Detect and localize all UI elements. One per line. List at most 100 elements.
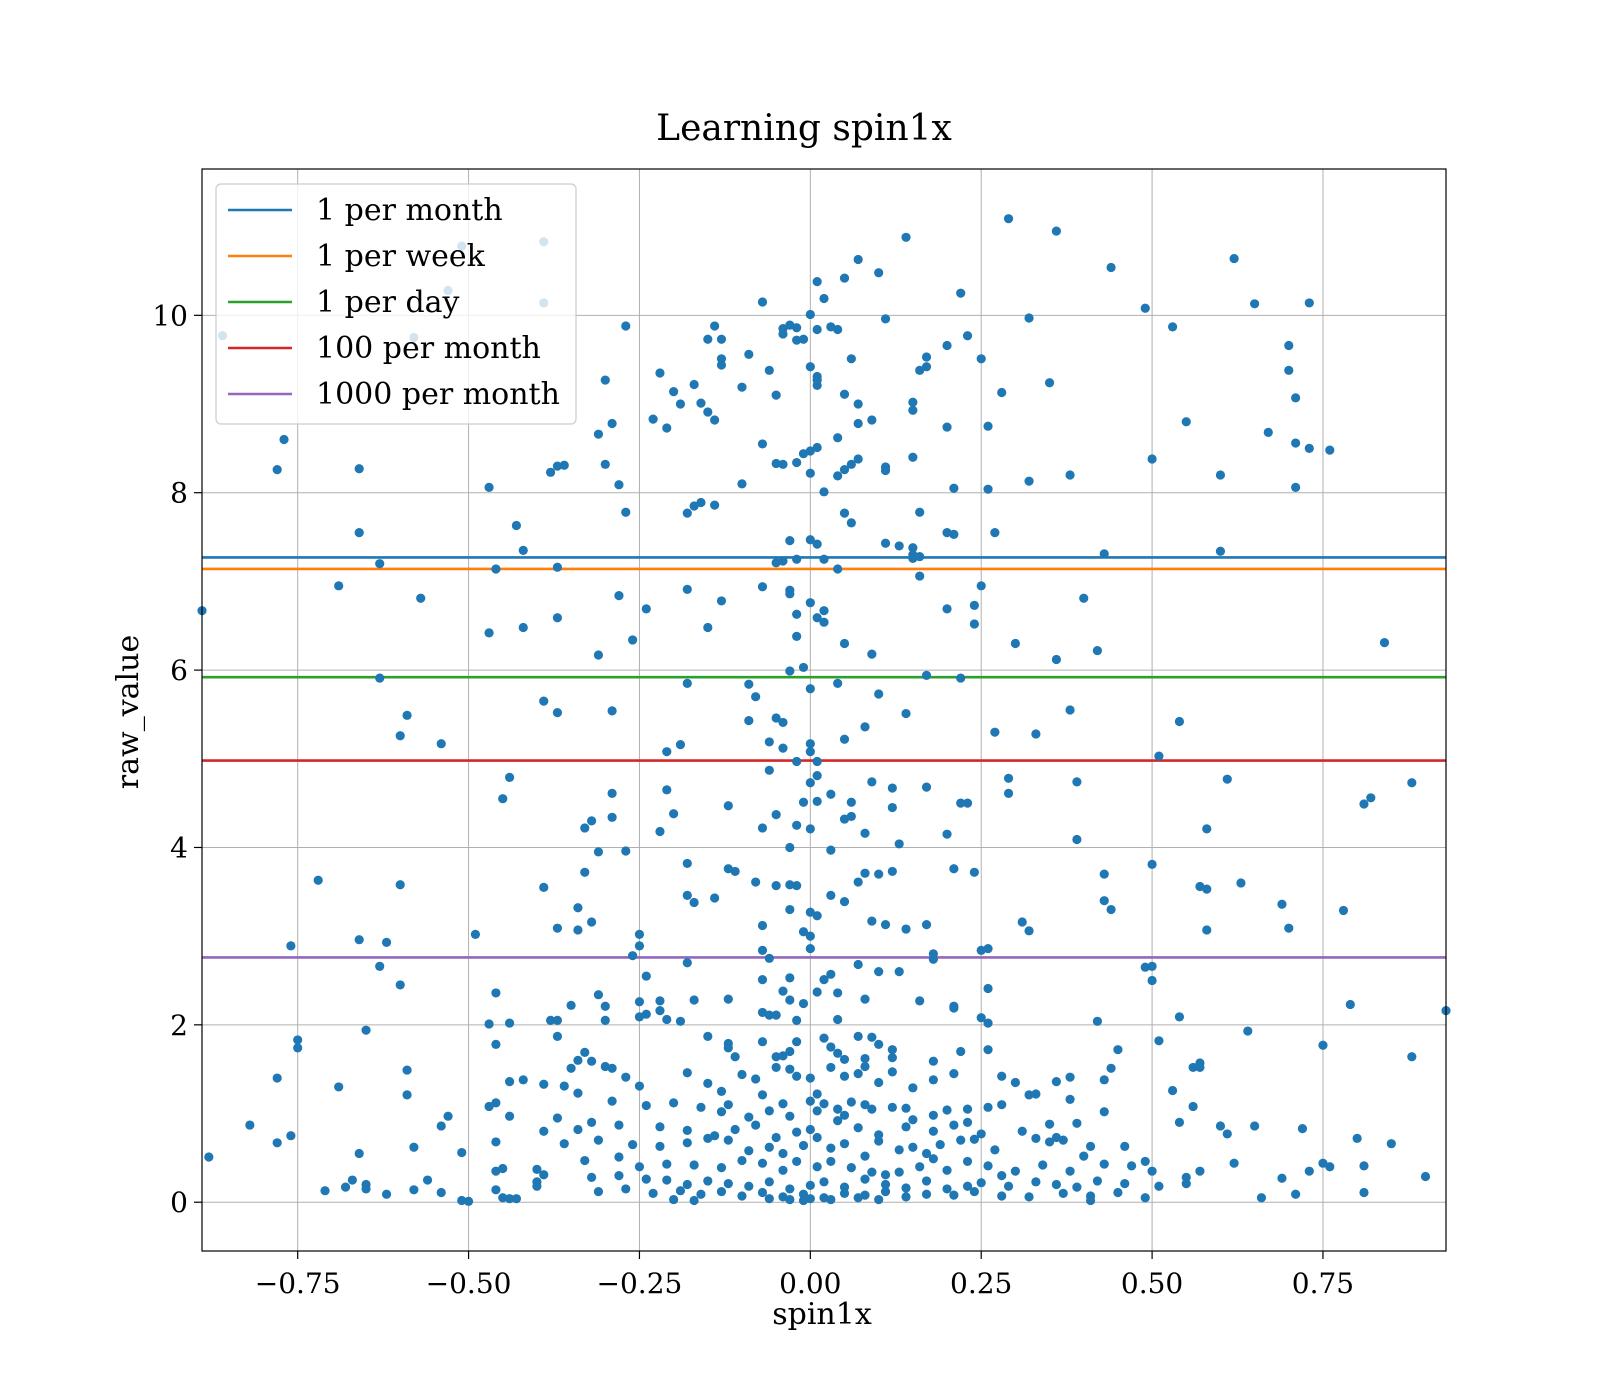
scatter-point [874, 967, 884, 977]
scatter-point [976, 354, 986, 364]
plot-frame [201, 168, 1447, 1252]
scatter-point [792, 1015, 802, 1026]
scatter-point [874, 1039, 884, 1049]
scatter-point [573, 903, 583, 913]
scatter-point [293, 1035, 303, 1045]
scatter-point [689, 379, 699, 390]
scatter-point [894, 1145, 904, 1155]
scatter-point [716, 1186, 727, 1197]
scatter-point [1174, 1117, 1185, 1128]
scatter-point [798, 662, 809, 673]
scatter-point [1147, 975, 1157, 986]
scatter-point [532, 1164, 542, 1175]
scatter-point [703, 1176, 713, 1186]
scatter-point [901, 1192, 911, 1202]
scatter-point [484, 628, 494, 638]
scatter-point [730, 1124, 740, 1135]
scatter-point [744, 349, 754, 359]
scatter-point [819, 293, 829, 304]
scatter-point [1113, 1187, 1123, 1198]
scatter-point [641, 604, 651, 614]
scatter-point [792, 1037, 802, 1047]
scatter-point [880, 1179, 891, 1190]
y-tick-label: 4 [170, 831, 188, 864]
scatter-point [819, 1033, 829, 1043]
chart-title: Learning spin1x [656, 108, 952, 149]
scatter-point [792, 335, 802, 345]
scatter-point [833, 1116, 843, 1126]
scatter-point [1024, 313, 1034, 323]
scatter-point [703, 1078, 713, 1088]
scatter-point [757, 945, 768, 955]
scatter-point [812, 796, 822, 806]
scatter-point [785, 589, 795, 599]
scatter-point [669, 809, 679, 819]
scatter-point [1256, 1193, 1267, 1203]
scatter-point [880, 1186, 891, 1197]
scatter-point [443, 1111, 453, 1121]
scatter-point [1092, 645, 1103, 656]
scatter-point [785, 880, 795, 890]
scatter-point [498, 1193, 508, 1203]
scatter-point [826, 1062, 836, 1073]
scatter-point [942, 1165, 952, 1175]
scatter-point [880, 538, 891, 548]
scatter-point [593, 1186, 604, 1197]
scatter-point [655, 1006, 665, 1016]
scatter-point [1065, 1094, 1075, 1104]
scatter-point [1140, 1193, 1150, 1203]
scatter-point [395, 731, 405, 741]
x-tick-label: 0.50 [1121, 1267, 1183, 1300]
scatter-point [491, 1185, 501, 1195]
scatter-point [785, 536, 795, 546]
scatter-point [839, 1139, 850, 1149]
scatter-point [593, 650, 604, 660]
scatter-point [730, 1052, 740, 1062]
scatter-point [696, 1189, 706, 1199]
scatter-point [641, 1100, 651, 1111]
scatter-point [682, 1068, 692, 1078]
scatter-point [710, 893, 720, 903]
scatter-point [634, 997, 645, 1007]
scatter-point [751, 692, 761, 702]
scatter-point [689, 1160, 699, 1170]
scatter-point [340, 1182, 351, 1192]
scatter-point [908, 452, 918, 462]
scatter-point [792, 554, 802, 564]
scatter-point [819, 606, 829, 616]
scatter-point [949, 1003, 959, 1013]
scatter-point [853, 399, 863, 409]
scatter-point [874, 1136, 884, 1146]
scatter-point [764, 1106, 774, 1116]
scatter-point [901, 1103, 911, 1113]
scatter-point [880, 465, 891, 476]
scatter-point [792, 1127, 802, 1137]
scatter-point [573, 1055, 583, 1065]
scatter-point [860, 722, 870, 732]
scatter-point [853, 418, 863, 429]
scatter-point [792, 1071, 802, 1081]
scatter-point [956, 1046, 966, 1057]
scatter-point [682, 508, 692, 518]
scatter-point [812, 1162, 822, 1172]
scatter-point [511, 520, 522, 531]
scatter-point [833, 1104, 843, 1114]
scatter-point [662, 1014, 672, 1025]
scatter-point [819, 617, 829, 627]
scatter-point [395, 980, 405, 990]
scatter-point [764, 737, 774, 747]
scatter-point [915, 507, 925, 517]
scatter-point [867, 1032, 877, 1042]
scatter-point [792, 609, 802, 619]
scatter-point [1359, 1187, 1369, 1198]
scatter-point [1167, 322, 1178, 332]
x-tick-label: 0.25 [950, 1267, 1012, 1300]
scatter-point [744, 1146, 754, 1156]
scatter-point [812, 442, 822, 453]
scatter-point [915, 365, 925, 375]
scatter-point [1215, 1121, 1226, 1131]
scatter-point [894, 839, 904, 849]
legend-label: 100 per month [316, 331, 541, 366]
scatter-point [785, 973, 795, 983]
scatter-point [580, 867, 590, 877]
